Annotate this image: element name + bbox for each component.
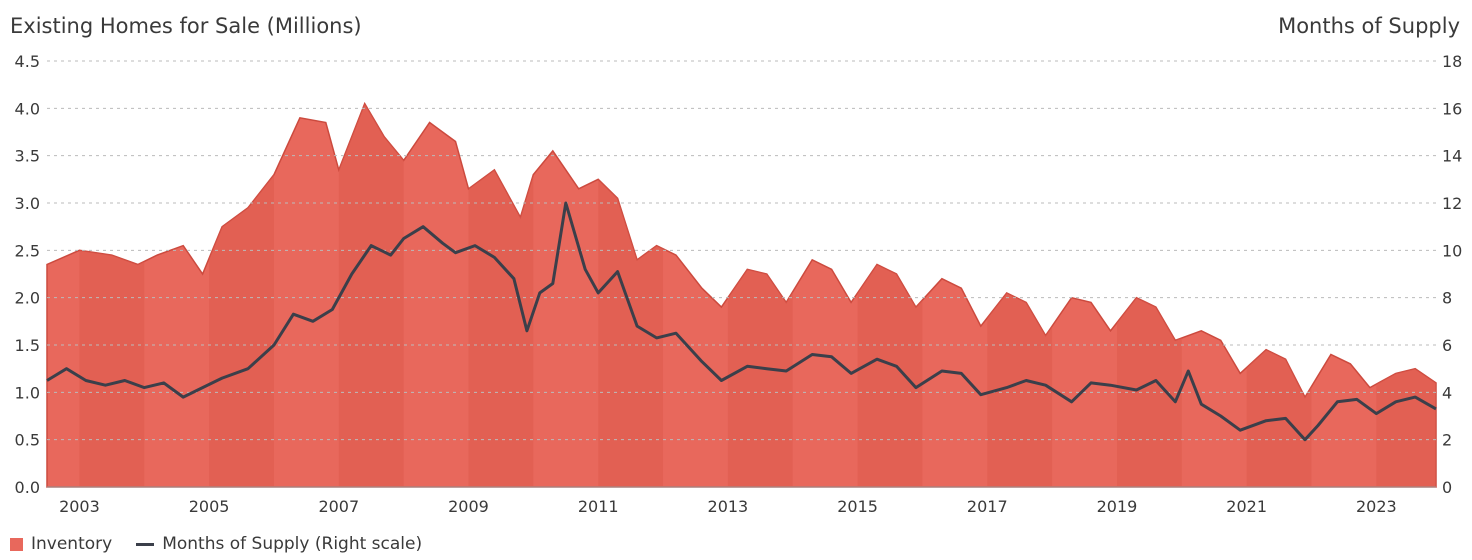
- x-tick-label: 2015: [837, 497, 878, 516]
- year-band: [79, 103, 145, 487]
- x-tick-label: 2021: [1226, 497, 1267, 516]
- x-tick-label: 2003: [59, 497, 100, 516]
- left-tick-label: 2.5: [15, 241, 40, 260]
- right-tick-label: 12: [1442, 194, 1462, 213]
- right-tick-label: 4: [1442, 383, 1452, 402]
- x-tick-label: 2023: [1356, 497, 1397, 516]
- year-band: [338, 103, 404, 487]
- left-tick-label: 0.0: [15, 478, 40, 497]
- months-supply-line: [46, 201, 1437, 442]
- legend: Inventory Months of Supply (Right scale): [10, 534, 422, 554]
- legend-swatch-months-supply: [136, 542, 155, 546]
- left-axis-title: Existing Homes for Sale (Millions): [10, 14, 362, 38]
- left-tick-label: 4.5: [15, 52, 40, 71]
- right-tick-label: 6: [1442, 336, 1452, 355]
- left-tick-label: 1.5: [15, 336, 40, 355]
- legend-item-months-supply: Months of Supply (Right scale): [136, 534, 422, 554]
- left-tick-label: 3.5: [15, 147, 40, 166]
- year-band: [727, 103, 793, 487]
- x-tick-label: 2011: [578, 497, 619, 516]
- x-tick-label: 2017: [967, 497, 1008, 516]
- left-tick-label: 2.0: [15, 289, 40, 308]
- x-tick-label: 2005: [189, 497, 230, 516]
- x-tick-label: 2013: [708, 497, 749, 516]
- legend-item-inventory: Inventory: [10, 534, 112, 554]
- right-axis-title: Months of Supply: [1278, 14, 1460, 38]
- x-tick-label: 2009: [448, 497, 489, 516]
- x-tick-label: 2019: [1097, 497, 1138, 516]
- left-tick-label: 3.0: [15, 194, 40, 213]
- right-tick-label: 14: [1442, 147, 1462, 166]
- right-tick-label: 10: [1442, 241, 1462, 260]
- left-tick-label: 0.5: [15, 431, 40, 450]
- year-band: [1376, 103, 1436, 487]
- right-tick-label: 8: [1442, 289, 1452, 308]
- year-band: [1116, 103, 1182, 487]
- legend-label-inventory: Inventory: [31, 534, 113, 554]
- year-band: [209, 103, 274, 487]
- left-tick-label: 1.0: [15, 383, 40, 402]
- year-band: [857, 103, 923, 487]
- year-band: [598, 103, 664, 487]
- year-band: [468, 103, 534, 487]
- x-tick-label: 2007: [318, 497, 359, 516]
- right-tick-label: 0: [1442, 478, 1452, 497]
- right-tick-label: 18: [1442, 52, 1462, 71]
- left-tick-label: 4.0: [15, 99, 40, 118]
- right-tick-label: 16: [1442, 99, 1462, 118]
- year-band: [987, 103, 1053, 487]
- legend-swatch-inventory: [10, 537, 23, 551]
- right-tick-label: 2: [1442, 431, 1452, 450]
- legend-label-months-supply: Months of Supply (Right scale): [162, 534, 423, 554]
